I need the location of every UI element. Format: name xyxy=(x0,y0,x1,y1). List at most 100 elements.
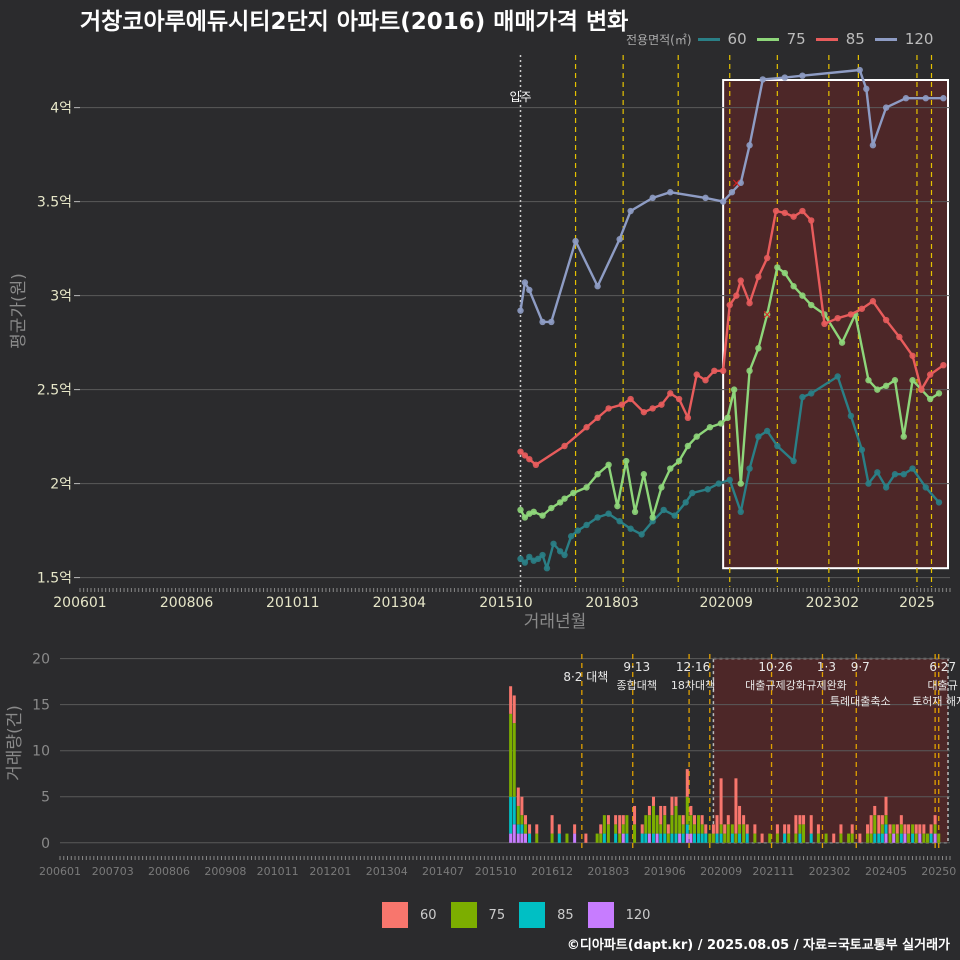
volume-bar-75 xyxy=(914,833,918,843)
chart-title: 거창코아루에듀시티2단지 아파트(2016) 매매가격 변화 xyxy=(80,9,629,35)
volume-bar-75 xyxy=(659,824,663,834)
series-point-60 xyxy=(900,471,907,478)
series-point-85 xyxy=(532,461,540,469)
price-annotation-mark: × xyxy=(731,176,741,190)
series-point-120 xyxy=(728,189,736,196)
volume-bar-85 xyxy=(745,833,749,843)
policy-name-label: 대출규제강화 xyxy=(745,679,806,692)
series-point-120 xyxy=(702,194,709,202)
series-point-60 xyxy=(567,533,575,540)
series-point-60 xyxy=(627,525,634,532)
x-tick-label: 201510 xyxy=(479,595,532,611)
x-axis-title: 거래년월 xyxy=(524,612,587,632)
y-tick-label: 2억 xyxy=(50,477,72,493)
series-point-120 xyxy=(572,237,579,245)
volume-bar-60 xyxy=(873,805,877,816)
policy-date-label: 6·27 xyxy=(929,660,956,674)
series-point-75 xyxy=(594,471,601,478)
series-point-85 xyxy=(649,405,656,412)
series-point-60 xyxy=(534,555,542,563)
volume-bar-60 xyxy=(719,778,723,825)
series-point-75 xyxy=(724,414,731,422)
volume-x-tick-label: 200908 xyxy=(204,865,246,878)
y-tick-label: 2.5억 xyxy=(37,383,72,399)
policy-date-label: 12·16 xyxy=(676,660,710,674)
volume-bar-60 xyxy=(903,824,907,834)
volume-bar-60 xyxy=(858,833,862,843)
series-point-60 xyxy=(682,499,689,506)
volume-bar-60 xyxy=(880,815,884,825)
legend-label-120: 120 xyxy=(904,30,934,48)
volume-bar-75 xyxy=(697,815,701,834)
volume-bar-75 xyxy=(787,833,791,843)
series-point-85 xyxy=(746,299,753,307)
volume-bar-60 xyxy=(745,824,749,834)
volume-bar-75 xyxy=(663,815,667,834)
volume-bar-85 xyxy=(509,796,513,834)
volume-bar-85 xyxy=(911,833,915,843)
volume-bar-85 xyxy=(516,824,520,834)
series-point-120 xyxy=(759,76,766,83)
series-point-120 xyxy=(539,318,546,326)
volume-bar-85 xyxy=(715,833,719,843)
series-point-60 xyxy=(922,484,929,491)
volume-chart: 0 5 10 15 20 거래량(건) 200601 200703 200806 200908 20… xyxy=(5,652,960,878)
volume-bar-60 xyxy=(816,824,820,834)
series-point-75 xyxy=(614,502,621,510)
series-point-60 xyxy=(847,412,855,420)
series-point-85 xyxy=(733,292,740,299)
price-annotation-mark: × xyxy=(762,307,772,321)
legend-label-60: 60 xyxy=(727,30,747,48)
volume-bar-75 xyxy=(925,833,929,843)
series-point-120 xyxy=(856,66,863,74)
series-point-85 xyxy=(940,361,947,369)
volume-bar-60 xyxy=(839,824,843,834)
series-point-120 xyxy=(526,286,533,294)
series-point-75 xyxy=(935,390,943,397)
legend-label-85: 85 xyxy=(845,30,865,48)
series-point-85 xyxy=(909,352,916,359)
series-point-120 xyxy=(869,142,877,149)
series-point-85 xyxy=(926,371,934,378)
series-point-75 xyxy=(717,420,725,427)
volume-bar-120 xyxy=(647,833,651,843)
series-point-60 xyxy=(874,469,881,476)
volume-bar-60 xyxy=(869,815,873,834)
volume-bar-60 xyxy=(798,815,802,825)
legend-label-75: 75 xyxy=(786,30,806,48)
series-point-120 xyxy=(781,74,789,81)
series-point-60 xyxy=(574,527,581,534)
series-point-75 xyxy=(675,457,683,465)
volume-bar-75 xyxy=(768,833,772,843)
volume-bar-120 xyxy=(573,833,577,843)
volume-bar-85 xyxy=(625,833,629,843)
series-point-120 xyxy=(922,95,929,102)
series-point-120 xyxy=(594,283,601,290)
series-point-60 xyxy=(689,489,696,497)
volume-bar-85 xyxy=(873,833,877,843)
series-point-60 xyxy=(726,476,733,484)
series-point-85 xyxy=(526,455,533,463)
volume-x-tick-label: 201803 xyxy=(587,865,629,878)
policy-name-label: 특례대출축소 xyxy=(830,695,891,708)
highlight-region xyxy=(722,79,949,570)
movein-label: 입주 xyxy=(509,90,531,104)
volume-y-tick-label: 5 xyxy=(41,790,50,806)
volume-bar-75 xyxy=(509,713,513,797)
series-point-85 xyxy=(583,424,590,431)
volume-x-tick-label: 200601 xyxy=(39,865,81,878)
volume-bar-60 xyxy=(557,824,561,834)
volume-bar-120 xyxy=(689,833,693,843)
volume-x-tick-label: 200703 xyxy=(92,865,134,878)
volume-bar-75 xyxy=(839,833,843,843)
volume-bar-60 xyxy=(809,815,813,834)
volume-bar-60 xyxy=(775,824,779,834)
volume-bar-85 xyxy=(640,833,644,843)
volume-bar-60 xyxy=(918,824,922,834)
volume-bar-120 xyxy=(903,833,907,843)
volume-bar-75 xyxy=(516,805,520,825)
volume-bar-75 xyxy=(670,815,674,834)
series-point-120 xyxy=(649,194,656,202)
volume-legend: 60 75 85 120 xyxy=(382,902,664,928)
